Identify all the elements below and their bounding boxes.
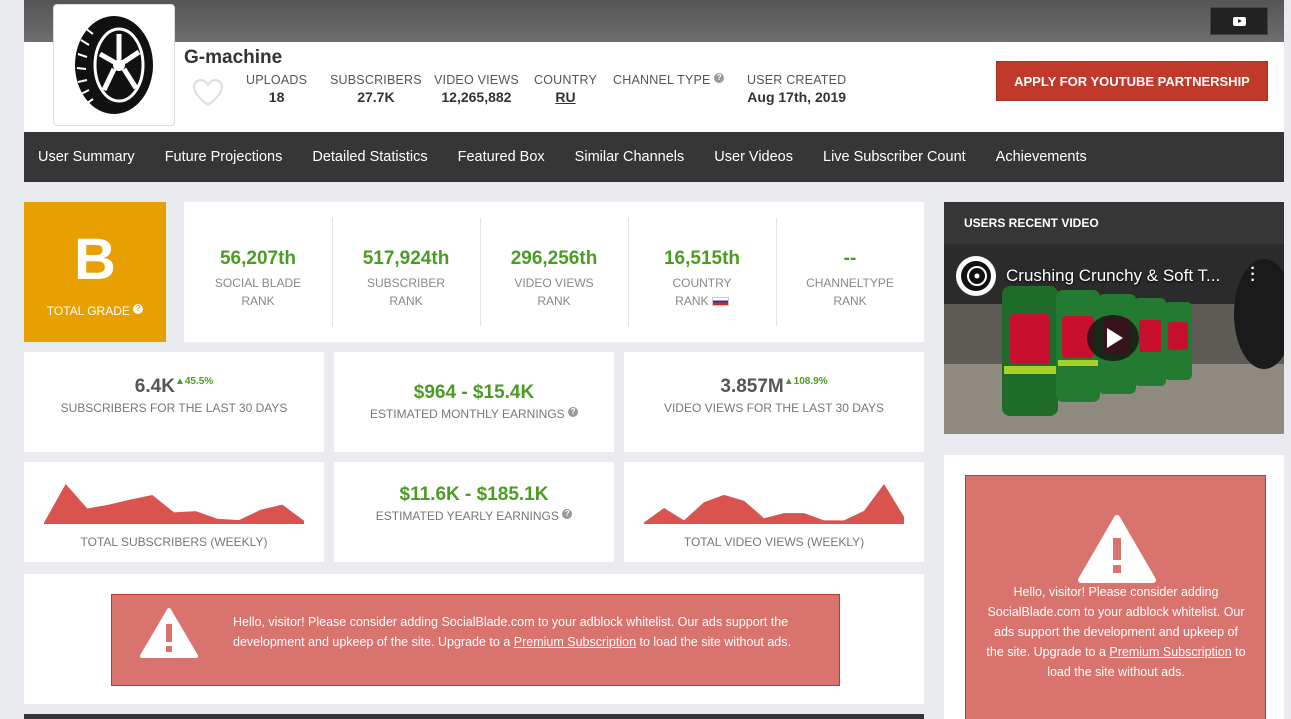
stat-label: UPLOADS bbox=[246, 73, 308, 87]
ranks-panel: 56,207th SOCIAL BLADE RANK 517,924th SUBS… bbox=[184, 202, 924, 342]
nav-featured-box[interactable]: Featured Box bbox=[457, 149, 545, 165]
warning-icon bbox=[1078, 515, 1156, 583]
card-views-30-days: 3.857M▲108.9% VIDEO VIEWS FOR THE LAST 3… bbox=[624, 352, 924, 452]
rank-value: 517,924th bbox=[362, 248, 450, 269]
rank-subscriber: 517,924th SUBSCRIBER RANK bbox=[332, 202, 480, 342]
help-icon[interactable]: ? bbox=[714, 73, 725, 83]
card-yearly-earnings: $11.6K - $185.1K ESTIMATED YEARLY EARNIN… bbox=[334, 462, 614, 562]
card-monthly-earnings: $964 - $15.4K ESTIMATED MONTHLY EARNINGS… bbox=[334, 352, 614, 452]
help-icon[interactable]: ? bbox=[568, 407, 579, 417]
recent-video-player[interactable]: Crushing Crunchy & Soft T... · · · bbox=[944, 244, 1284, 434]
nav-similar-channels[interactable]: Similar Channels bbox=[574, 149, 685, 165]
rank-channel-type: -- CHANNELTYPE RANK bbox=[776, 202, 924, 342]
section-divider bbox=[24, 714, 924, 719]
channel-logo-icon[interactable] bbox=[956, 256, 996, 296]
grade-letter: B bbox=[74, 227, 116, 292]
delta-badge: ▲108.9% bbox=[783, 376, 828, 387]
stat-uploads: UPLOADS 18 bbox=[246, 73, 307, 105]
stat-channel-type: CHANNEL TYPE ? bbox=[613, 73, 725, 89]
rank-value: 16,515th bbox=[663, 248, 741, 269]
stat-label: CHANNEL TYPE bbox=[613, 73, 711, 87]
card-value: 3.857M bbox=[720, 376, 784, 397]
card-subscribers-30-days: 6.4K▲45.5% SUBSCRIBERS FOR THE LAST 30 D… bbox=[24, 352, 324, 452]
channel-name: G-machine bbox=[184, 47, 283, 68]
rank-label: CHANNELTYPE RANK bbox=[806, 276, 894, 308]
rank-label: SUBSCRIBER RANK bbox=[366, 276, 446, 308]
stat-value: 12,265,882 bbox=[441, 89, 512, 105]
sidebar-adblock-notice: Hello, visitor! Please consider adding S… bbox=[944, 455, 1284, 719]
total-grade-box: B TOTAL GRADE ? bbox=[24, 202, 166, 342]
nav-detailed-statistics[interactable]: Detailed Statistics bbox=[312, 149, 428, 165]
grade-label: TOTAL GRADE bbox=[46, 304, 130, 318]
subscribers-sparkline bbox=[44, 484, 304, 524]
sparkline-area bbox=[44, 484, 304, 524]
nav-user-summary[interactable]: User Summary bbox=[38, 149, 135, 165]
card-value: $964 - $15.4K bbox=[413, 382, 535, 403]
rank-social-blade: 56,207th SOCIAL BLADE RANK bbox=[184, 202, 332, 342]
premium-subscription-link[interactable]: Premium Subscription bbox=[1109, 645, 1232, 659]
rank-value: -- bbox=[843, 248, 857, 269]
stat-subscribers: SUBSCRIBERS 27.7K bbox=[330, 73, 422, 105]
rank-country: 16,515th COUNTRY RANK bbox=[628, 202, 776, 342]
main-nav: User Summary Future Projections Detailed… bbox=[24, 132, 1284, 182]
rank-video-views: 296,256th VIDEO VIEWS RANK bbox=[480, 202, 628, 342]
avatar bbox=[53, 4, 175, 126]
tire-icon bbox=[75, 16, 153, 114]
stat-video-views: VIDEO VIEWS 12,265,882 bbox=[434, 73, 519, 105]
stat-label: USER CREATED bbox=[747, 73, 847, 87]
heart-icon[interactable] bbox=[192, 78, 224, 108]
stat-user-created: USER CREATED Aug 17th, 2019 bbox=[747, 73, 846, 105]
youtube-icon bbox=[1232, 16, 1246, 26]
stat-label: SUBSCRIBERS bbox=[330, 73, 422, 87]
more-options-icon[interactable]: · · · bbox=[1250, 260, 1256, 289]
nav-user-videos[interactable]: User Videos bbox=[714, 149, 793, 165]
adblock-notice-box: Hello, visitor! Please consider adding S… bbox=[965, 475, 1266, 719]
stat-country: COUNTRY RU bbox=[534, 73, 597, 105]
nav-live-subscriber-count[interactable]: Live Subscriber Count bbox=[823, 149, 966, 165]
card-subscribers-weekly: TOTAL SUBSCRIBERS (WEEKLY) bbox=[24, 462, 324, 562]
rank-label: VIDEO VIEWS RANK bbox=[514, 276, 594, 308]
stat-value: 18 bbox=[268, 89, 285, 105]
stat-value: 27.7K bbox=[357, 89, 395, 105]
stat-label: VIDEO VIEWS bbox=[434, 73, 519, 87]
rank-value: 56,207th bbox=[219, 248, 297, 269]
card-label: VIDEO VIEWS FOR THE LAST 30 DAYS bbox=[663, 401, 885, 415]
views-sparkline bbox=[644, 484, 904, 524]
help-icon[interactable]: ? bbox=[562, 509, 573, 519]
stat-label: COUNTRY bbox=[534, 73, 597, 87]
rank-label: COUNTRY RANK bbox=[672, 276, 732, 308]
channel-header: G-machine UPLOADS 18 SUBSCRIBERS 27.7K V… bbox=[24, 4, 1284, 132]
card-label: ESTIMATED MONTHLY EARNINGS bbox=[369, 407, 565, 421]
card-value: $11.6K - $185.1K bbox=[399, 484, 549, 505]
tire-icon bbox=[961, 261, 991, 291]
card-label: ESTIMATED YEARLY EARNINGS bbox=[375, 509, 559, 523]
sparkline-area bbox=[644, 484, 904, 524]
stat-value: Aug 17th, 2019 bbox=[747, 89, 847, 105]
nav-future-projections[interactable]: Future Projections bbox=[164, 149, 283, 165]
card-label: SUBSCRIBERS FOR THE LAST 30 DAYS bbox=[60, 401, 288, 415]
youtube-link-button[interactable] bbox=[1210, 7, 1268, 35]
rank-label: SOCIAL BLADE RANK bbox=[214, 276, 302, 308]
adblock-message: Hello, visitor! Please consider adding S… bbox=[233, 615, 791, 649]
card-label: TOTAL SUBSCRIBERS (WEEKLY) bbox=[80, 535, 268, 549]
apply-partnership-button[interactable]: APPLY FOR YOUTUBE PARTNERSHIP bbox=[996, 61, 1268, 101]
country-link[interactable]: RU bbox=[555, 89, 576, 105]
delta-badge: ▲45.5% bbox=[174, 376, 214, 387]
premium-subscription-link[interactable]: Premium Subscription bbox=[513, 635, 637, 649]
adblock-notice: Hello, visitor! Please consider adding S… bbox=[24, 574, 924, 704]
card-label: TOTAL VIDEO VIEWS (WEEKLY) bbox=[683, 535, 865, 549]
rank-value: 296,256th bbox=[510, 248, 598, 269]
adblock-message: Hello, visitor! Please consider adding S… bbox=[986, 585, 1246, 679]
adblock-notice-box: Hello, visitor! Please consider adding S… bbox=[111, 594, 840, 686]
card-value: 6.4K bbox=[134, 376, 175, 397]
help-icon[interactable]: ? bbox=[133, 304, 144, 314]
video-title[interactable]: Crushing Crunchy & Soft T... bbox=[1006, 266, 1221, 285]
nav-achievements[interactable]: Achievements bbox=[995, 149, 1087, 165]
russia-flag-icon bbox=[711, 297, 729, 307]
play-button[interactable] bbox=[1087, 315, 1139, 361]
recent-video-heading: USERS RECENT VIDEO bbox=[944, 202, 1284, 244]
warning-icon bbox=[140, 608, 198, 658]
top-bar bbox=[24, 0, 1284, 42]
card-views-weekly: TOTAL VIDEO VIEWS (WEEKLY) bbox=[624, 462, 924, 562]
